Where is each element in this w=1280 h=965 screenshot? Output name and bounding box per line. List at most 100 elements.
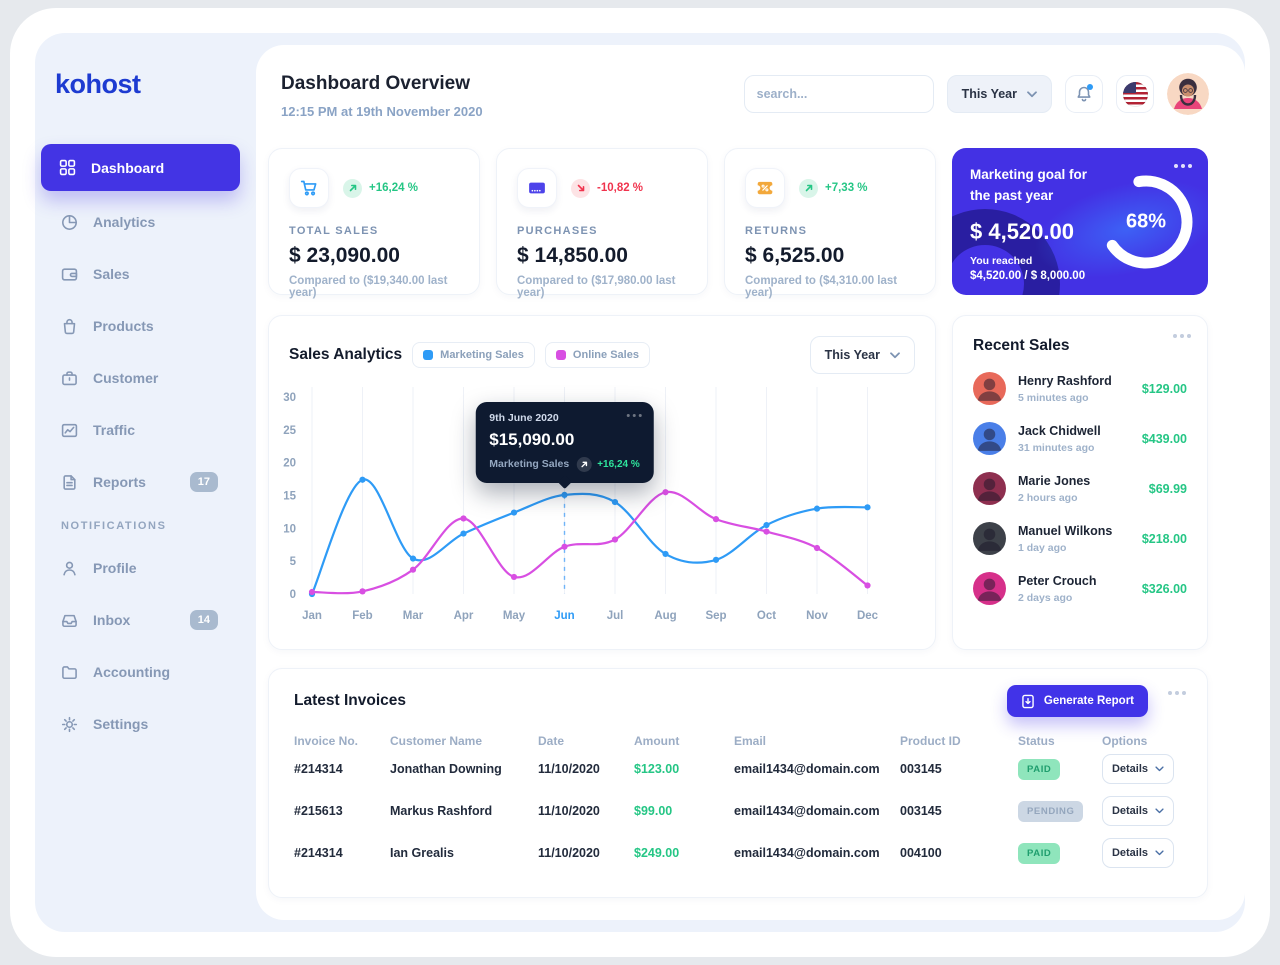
column-header: Date (538, 734, 565, 748)
chart-plot-area: 0 5 10 15 20 25 30 Jan Feb Mar Apr May Jun Jul Aug Sep O… (269, 374, 935, 649)
tooltip-date: 9th June 2020 (489, 411, 559, 424)
sidebar-item-sales[interactable]: Sales (35, 248, 256, 300)
page-header: Dashboard Overview 12:15 PM at 19th Nove… (281, 73, 1209, 119)
shopping-bag-icon (63, 318, 76, 334)
recent-sales-menu-button[interactable] (1173, 334, 1191, 338)
stat-label: PURCHASES (517, 225, 598, 237)
user-avatar[interactable] (1167, 73, 1209, 115)
sidebar-item-label: Profile (93, 560, 137, 576)
sale-time: 2 days ago (1018, 591, 1073, 604)
details-button[interactable]: Details (1102, 838, 1174, 868)
generate-report-button[interactable]: Generate Report (1006, 685, 1148, 717)
pie-chart-icon (62, 214, 77, 230)
sidebar-item-label: Traffic (93, 422, 136, 438)
recent-sales-title: Recent Sales (973, 337, 1070, 354)
list-item: Henry Rashford 5 minutes ago $129.00 (973, 372, 1187, 405)
latest-invoices-card: Latest Invoices Generate Report Invoice … (268, 668, 1208, 898)
sidebar-item-dashboard[interactable]: Dashboard (41, 144, 240, 191)
svg-text:30: 30 (283, 392, 296, 404)
trend-indicator: +16,24 % (343, 178, 418, 198)
us-flag-icon (1122, 81, 1148, 107)
chart-period-select[interactable]: This Year (809, 336, 915, 374)
goal-menu-button[interactable] (1174, 164, 1192, 168)
cart-icon (289, 168, 329, 208)
svg-text:Nov: Nov (806, 610, 828, 622)
sidebar-item-products[interactable]: Products (35, 300, 256, 352)
language-button[interactable] (1116, 75, 1154, 113)
invoice-date: 11/10/2020 (538, 762, 600, 776)
invoice-number: #214314 (294, 762, 343, 776)
status-badge: PAID (1018, 758, 1061, 780)
sidebar-item-accounting[interactable]: Accounting (35, 646, 256, 698)
column-header: Product ID (900, 734, 961, 748)
goal-progress-ring (1099, 175, 1193, 268)
arrow-up-right-icon (349, 184, 356, 192)
notification-dot (1087, 84, 1093, 90)
period-select[interactable]: This Year (946, 75, 1052, 113)
sale-amount: $129.00 (1141, 381, 1187, 396)
svg-text:5: 5 (290, 556, 297, 568)
sale-amount: $69.99 (1148, 481, 1187, 496)
invoice-amount: $249.00 (634, 846, 680, 860)
marketing-goal-card: Marketing goal for the past year $ 4,520… (952, 148, 1208, 295)
svg-text:Oct: Oct (757, 610, 776, 622)
details-button[interactable]: Details (1102, 754, 1174, 784)
svg-text:May: May (503, 610, 526, 622)
chevron-down-icon (1027, 90, 1037, 97)
customer-name: Markus Rashford (390, 804, 493, 818)
invoice-amount: $123.00 (634, 762, 680, 776)
recent-sales-card: Recent Sales Henry Rashford 5 minutes ago… (952, 315, 1208, 650)
column-header: Options (1102, 734, 1148, 748)
status-badge: PENDING (1018, 800, 1084, 822)
avatar (973, 472, 1006, 505)
sidebar-item-customer[interactable]: Customer (35, 352, 256, 404)
sale-amount: $218.00 (1141, 531, 1187, 546)
sidebar-item-analytics[interactable]: Analytics (35, 196, 256, 248)
customer-name: Ian Grealis (390, 846, 454, 860)
tooltip-value: $15,090.00 (489, 429, 575, 449)
column-header: Email (734, 734, 767, 748)
stat-compare: Compared to ($19,340.00 last year) (289, 275, 448, 299)
bell-icon (1077, 86, 1091, 102)
trend-indicator: -10,82 % (571, 178, 643, 198)
sidebar-item-label: Inbox (93, 612, 131, 628)
search-input[interactable] (756, 87, 931, 101)
sidebar-item-reports[interactable]: Reports 17 (35, 456, 256, 508)
sidebar-item-inbox[interactable]: Inbox 14 (35, 594, 256, 646)
sidebar-item-label: Customer (93, 370, 159, 386)
stat-value: $ 14,850.00 (517, 244, 628, 267)
legend-online-sales[interactable]: Online Sales (544, 342, 650, 368)
invoices-menu-button[interactable] (1168, 691, 1186, 695)
svg-text:Jan: Jan (302, 610, 322, 622)
chevron-down-icon (1155, 850, 1164, 856)
column-header: Status (1018, 734, 1055, 748)
sidebar: kohost Dashboard Analytics Sales Product… (35, 33, 256, 932)
svg-text:Apr: Apr (454, 610, 474, 622)
sidebar-item-profile[interactable]: Profile (35, 542, 256, 594)
details-button[interactable]: Details (1102, 796, 1174, 826)
sale-amount: $326.00 (1141, 581, 1187, 596)
svg-text:0: 0 (290, 589, 296, 601)
svg-text:20: 20 (283, 458, 296, 470)
trend-indicator: +7,33 % (799, 178, 868, 198)
stat-value: $ 6,525.00 (745, 244, 845, 267)
sale-time: 5 minutes ago (1018, 391, 1089, 404)
customer-name: Peter Crouch (1018, 573, 1097, 588)
customer-name: Jack Chidwell (1018, 423, 1101, 438)
sidebar-item-settings[interactable]: Settings (35, 698, 256, 750)
charts-row: Sales Analytics Marketing Sales Online S… (268, 315, 1208, 650)
invoice-email: email1434@domain.com (734, 846, 880, 860)
sidebar-item-traffic[interactable]: Traffic (35, 404, 256, 456)
stat-card-purchases: -10,82 % PURCHASES $ 14,850.00 Compared … (496, 148, 708, 299)
wallet-icon (61, 267, 78, 281)
tooltip-menu-dots (626, 413, 642, 417)
svg-text:Dec: Dec (857, 610, 879, 622)
legend-marketing-sales[interactable]: Marketing Sales (412, 342, 535, 368)
arrow-down-right-icon (577, 184, 584, 192)
product-id: 003145 (900, 762, 942, 776)
notifications-button[interactable] (1065, 75, 1103, 113)
chevron-down-icon (890, 351, 900, 358)
product-id: 004100 (900, 846, 942, 860)
sale-time: 2 hours ago (1018, 491, 1078, 504)
column-header: Amount (634, 734, 680, 748)
